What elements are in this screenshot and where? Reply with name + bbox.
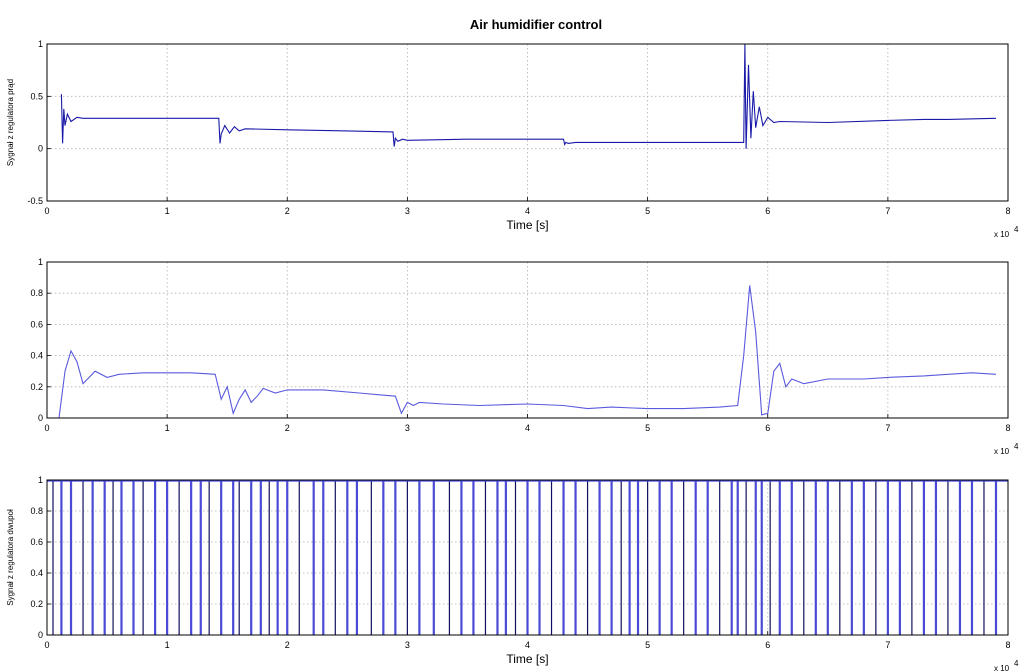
y-tick-label: 1 <box>38 475 43 485</box>
x-tick-label: 0 <box>44 640 49 650</box>
y-tick-label: 0 <box>38 144 43 154</box>
x-tick-label: 5 <box>645 206 650 216</box>
x-tick-label: 6 <box>765 206 770 216</box>
x-tick-label: 0 <box>44 423 49 433</box>
axes-2: 0 1 2 3 4 5 6 7 8 0 0.2 0.4 0.6 0.8 1 x 10 4 <box>30 257 1019 456</box>
x-tick-label: 3 <box>405 423 410 433</box>
axes-frame <box>46 261 1009 419</box>
x-tick-label: 4 <box>525 206 530 216</box>
series-line <box>58 285 997 419</box>
y-tick-label: 1 <box>38 39 43 49</box>
figure-title: Air humidifier control <box>470 17 602 32</box>
y-tick-label: -0.5 <box>27 196 43 206</box>
axes-frame <box>46 479 1009 636</box>
x-tick-label: 4 <box>525 423 530 433</box>
x-tick-label: 8 <box>1005 640 1010 650</box>
x-tick-label: 4 <box>525 640 530 650</box>
x-exponent-label: x 10 <box>994 664 1010 671</box>
x-tick-label: 2 <box>285 423 290 433</box>
y-tick-label: 0.4 <box>30 351 43 361</box>
y-axis-label: Sygnał z regulatora prąd <box>6 79 15 166</box>
x-axis-label: Time [s] <box>506 218 548 232</box>
y-tick-label: 0.8 <box>30 506 43 516</box>
y-tick-label: 0.2 <box>30 599 43 609</box>
y-tick-label: 0.2 <box>30 382 43 392</box>
x-exponent-power: 4 <box>1014 659 1019 668</box>
x-tick-label: 7 <box>885 206 890 216</box>
x-tick-label: 0 <box>44 206 49 216</box>
x-exponent-power: 4 <box>1014 225 1019 234</box>
x-tick-label: 1 <box>165 640 170 650</box>
x-tick-label: 6 <box>765 423 770 433</box>
series-line <box>60 43 997 149</box>
x-tick-label: 6 <box>765 640 770 650</box>
y-axis-label: Sygnał z regulatora dwupoł <box>6 509 15 606</box>
x-tick-label: 3 <box>405 640 410 650</box>
x-exponent-label: x 10 <box>994 447 1010 456</box>
x-exponent-label: x 10 <box>994 230 1010 239</box>
x-tick-label: 3 <box>405 206 410 216</box>
plot-area <box>47 44 1008 201</box>
y-tick-label: 0.8 <box>30 288 43 298</box>
x-tick-label: 8 <box>1005 206 1010 216</box>
x-tick-label: 1 <box>165 206 170 216</box>
x-exponent-power: 4 <box>1014 442 1019 451</box>
x-tick-label: 1 <box>165 423 170 433</box>
x-tick-label: 8 <box>1005 423 1010 433</box>
axes-3: 0 1 2 3 4 5 6 7 8 0 0.2 0.4 0.6 0.8 1 Time [s] Sygnał z … <box>6 475 1019 671</box>
y-tick-label: 0.5 <box>30 91 43 101</box>
y-tick-label: 0 <box>38 630 43 640</box>
x-tick-label: 5 <box>645 423 650 433</box>
y-tick-label: 0.4 <box>30 568 43 578</box>
x-tick-label: 5 <box>645 640 650 650</box>
y-tick-label: 0 <box>38 413 43 423</box>
x-tick-label: 2 <box>285 640 290 650</box>
x-tick-label: 2 <box>285 206 290 216</box>
x-tick-label: 7 <box>885 640 890 650</box>
plot-area <box>47 262 1008 418</box>
y-tick-label: 1 <box>38 257 43 267</box>
axes-frame <box>46 43 1009 202</box>
y-tick-label: 0.6 <box>30 537 43 547</box>
x-axis-label: Time [s] <box>506 652 548 666</box>
x-tick-label: 7 <box>885 423 890 433</box>
y-tick-label: 0.6 <box>30 319 43 329</box>
